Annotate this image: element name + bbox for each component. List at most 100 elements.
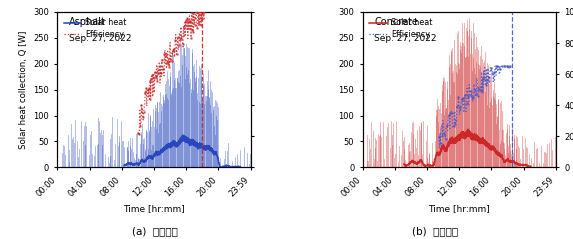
Point xyxy=(147,77,156,81)
Point xyxy=(198,10,207,14)
Point xyxy=(493,64,502,68)
Point xyxy=(151,76,160,79)
Point xyxy=(140,90,150,94)
Point xyxy=(460,92,469,96)
Point xyxy=(470,88,479,92)
Point xyxy=(139,110,148,114)
Point xyxy=(444,113,453,117)
Point xyxy=(499,64,508,68)
Point xyxy=(178,42,187,46)
Point xyxy=(184,19,193,23)
Point xyxy=(473,94,482,98)
X-axis label: Time [hr:mm]: Time [hr:mm] xyxy=(123,204,185,213)
Point xyxy=(180,21,190,24)
Point xyxy=(160,52,169,55)
Text: Sep. 27, 2022: Sep. 27, 2022 xyxy=(374,34,437,43)
Point xyxy=(168,48,178,52)
Point xyxy=(189,30,198,34)
Point xyxy=(193,26,202,30)
Point xyxy=(465,89,474,93)
Point xyxy=(197,12,206,16)
Point xyxy=(476,89,485,92)
Point xyxy=(496,67,505,71)
Point xyxy=(475,87,484,91)
Point xyxy=(146,79,155,83)
Point xyxy=(164,65,174,69)
Point xyxy=(457,97,466,101)
Point xyxy=(456,105,465,109)
Point xyxy=(478,76,487,80)
Point xyxy=(194,10,203,14)
Point xyxy=(462,102,471,105)
Point xyxy=(480,77,489,81)
Text: (b)  콘크리트: (b) 콘크리트 xyxy=(413,227,458,237)
Point xyxy=(452,104,461,108)
Point xyxy=(134,131,143,135)
Point xyxy=(186,36,195,39)
Point xyxy=(191,10,201,14)
Point xyxy=(441,137,450,141)
Point xyxy=(188,28,197,32)
Point xyxy=(183,16,192,20)
Point xyxy=(159,67,168,71)
Point xyxy=(177,37,186,40)
Point xyxy=(449,124,458,128)
Point xyxy=(472,92,481,96)
Point xyxy=(156,71,166,75)
Legend: Solar heat, Efficiency: Solar heat, Efficiency xyxy=(61,16,129,41)
Text: Asphalt: Asphalt xyxy=(69,17,106,27)
Point xyxy=(144,86,154,90)
Point xyxy=(501,64,510,68)
Point xyxy=(486,66,495,70)
Point xyxy=(142,87,151,90)
Point xyxy=(173,35,182,39)
Point xyxy=(485,75,494,78)
Point xyxy=(162,60,171,64)
Point xyxy=(459,96,468,100)
Point xyxy=(502,64,511,68)
Text: Concrete: Concrete xyxy=(374,17,418,27)
Point xyxy=(481,83,490,87)
Point xyxy=(488,71,497,75)
Point xyxy=(149,76,158,80)
Point xyxy=(136,124,145,128)
Point xyxy=(171,38,180,42)
Point xyxy=(200,10,209,14)
Point xyxy=(434,135,444,138)
Point xyxy=(185,19,194,23)
Point xyxy=(439,132,449,136)
Point xyxy=(438,134,447,138)
Point xyxy=(468,95,477,98)
Point xyxy=(436,141,445,145)
Point xyxy=(174,43,183,47)
Point xyxy=(166,59,175,63)
Point xyxy=(454,95,463,99)
Point xyxy=(497,64,507,68)
Point xyxy=(489,70,499,74)
Point xyxy=(483,78,492,82)
Point xyxy=(135,132,144,136)
Y-axis label: Solar heat collection, Q [W]: Solar heat collection, Q [W] xyxy=(18,30,28,149)
Point xyxy=(167,59,176,63)
Point xyxy=(195,22,204,26)
Point xyxy=(504,64,513,68)
Point xyxy=(161,53,170,57)
Point xyxy=(179,24,189,28)
Point xyxy=(494,65,503,69)
X-axis label: Time [hr:mm]: Time [hr:mm] xyxy=(429,204,490,213)
Point xyxy=(190,23,199,27)
Point xyxy=(491,64,500,68)
Point xyxy=(182,18,191,22)
Text: Sep. 27, 2022: Sep. 27, 2022 xyxy=(69,34,131,43)
Point xyxy=(172,53,181,56)
Point xyxy=(163,62,172,66)
Point xyxy=(196,23,205,27)
Point xyxy=(154,71,163,75)
Point xyxy=(467,94,476,98)
Point xyxy=(175,38,185,42)
Point xyxy=(152,79,162,83)
Point xyxy=(464,94,473,98)
Legend: Solar heat, Efficiency: Solar heat, Efficiency xyxy=(367,16,434,41)
Point xyxy=(158,58,167,62)
Point xyxy=(148,73,157,76)
